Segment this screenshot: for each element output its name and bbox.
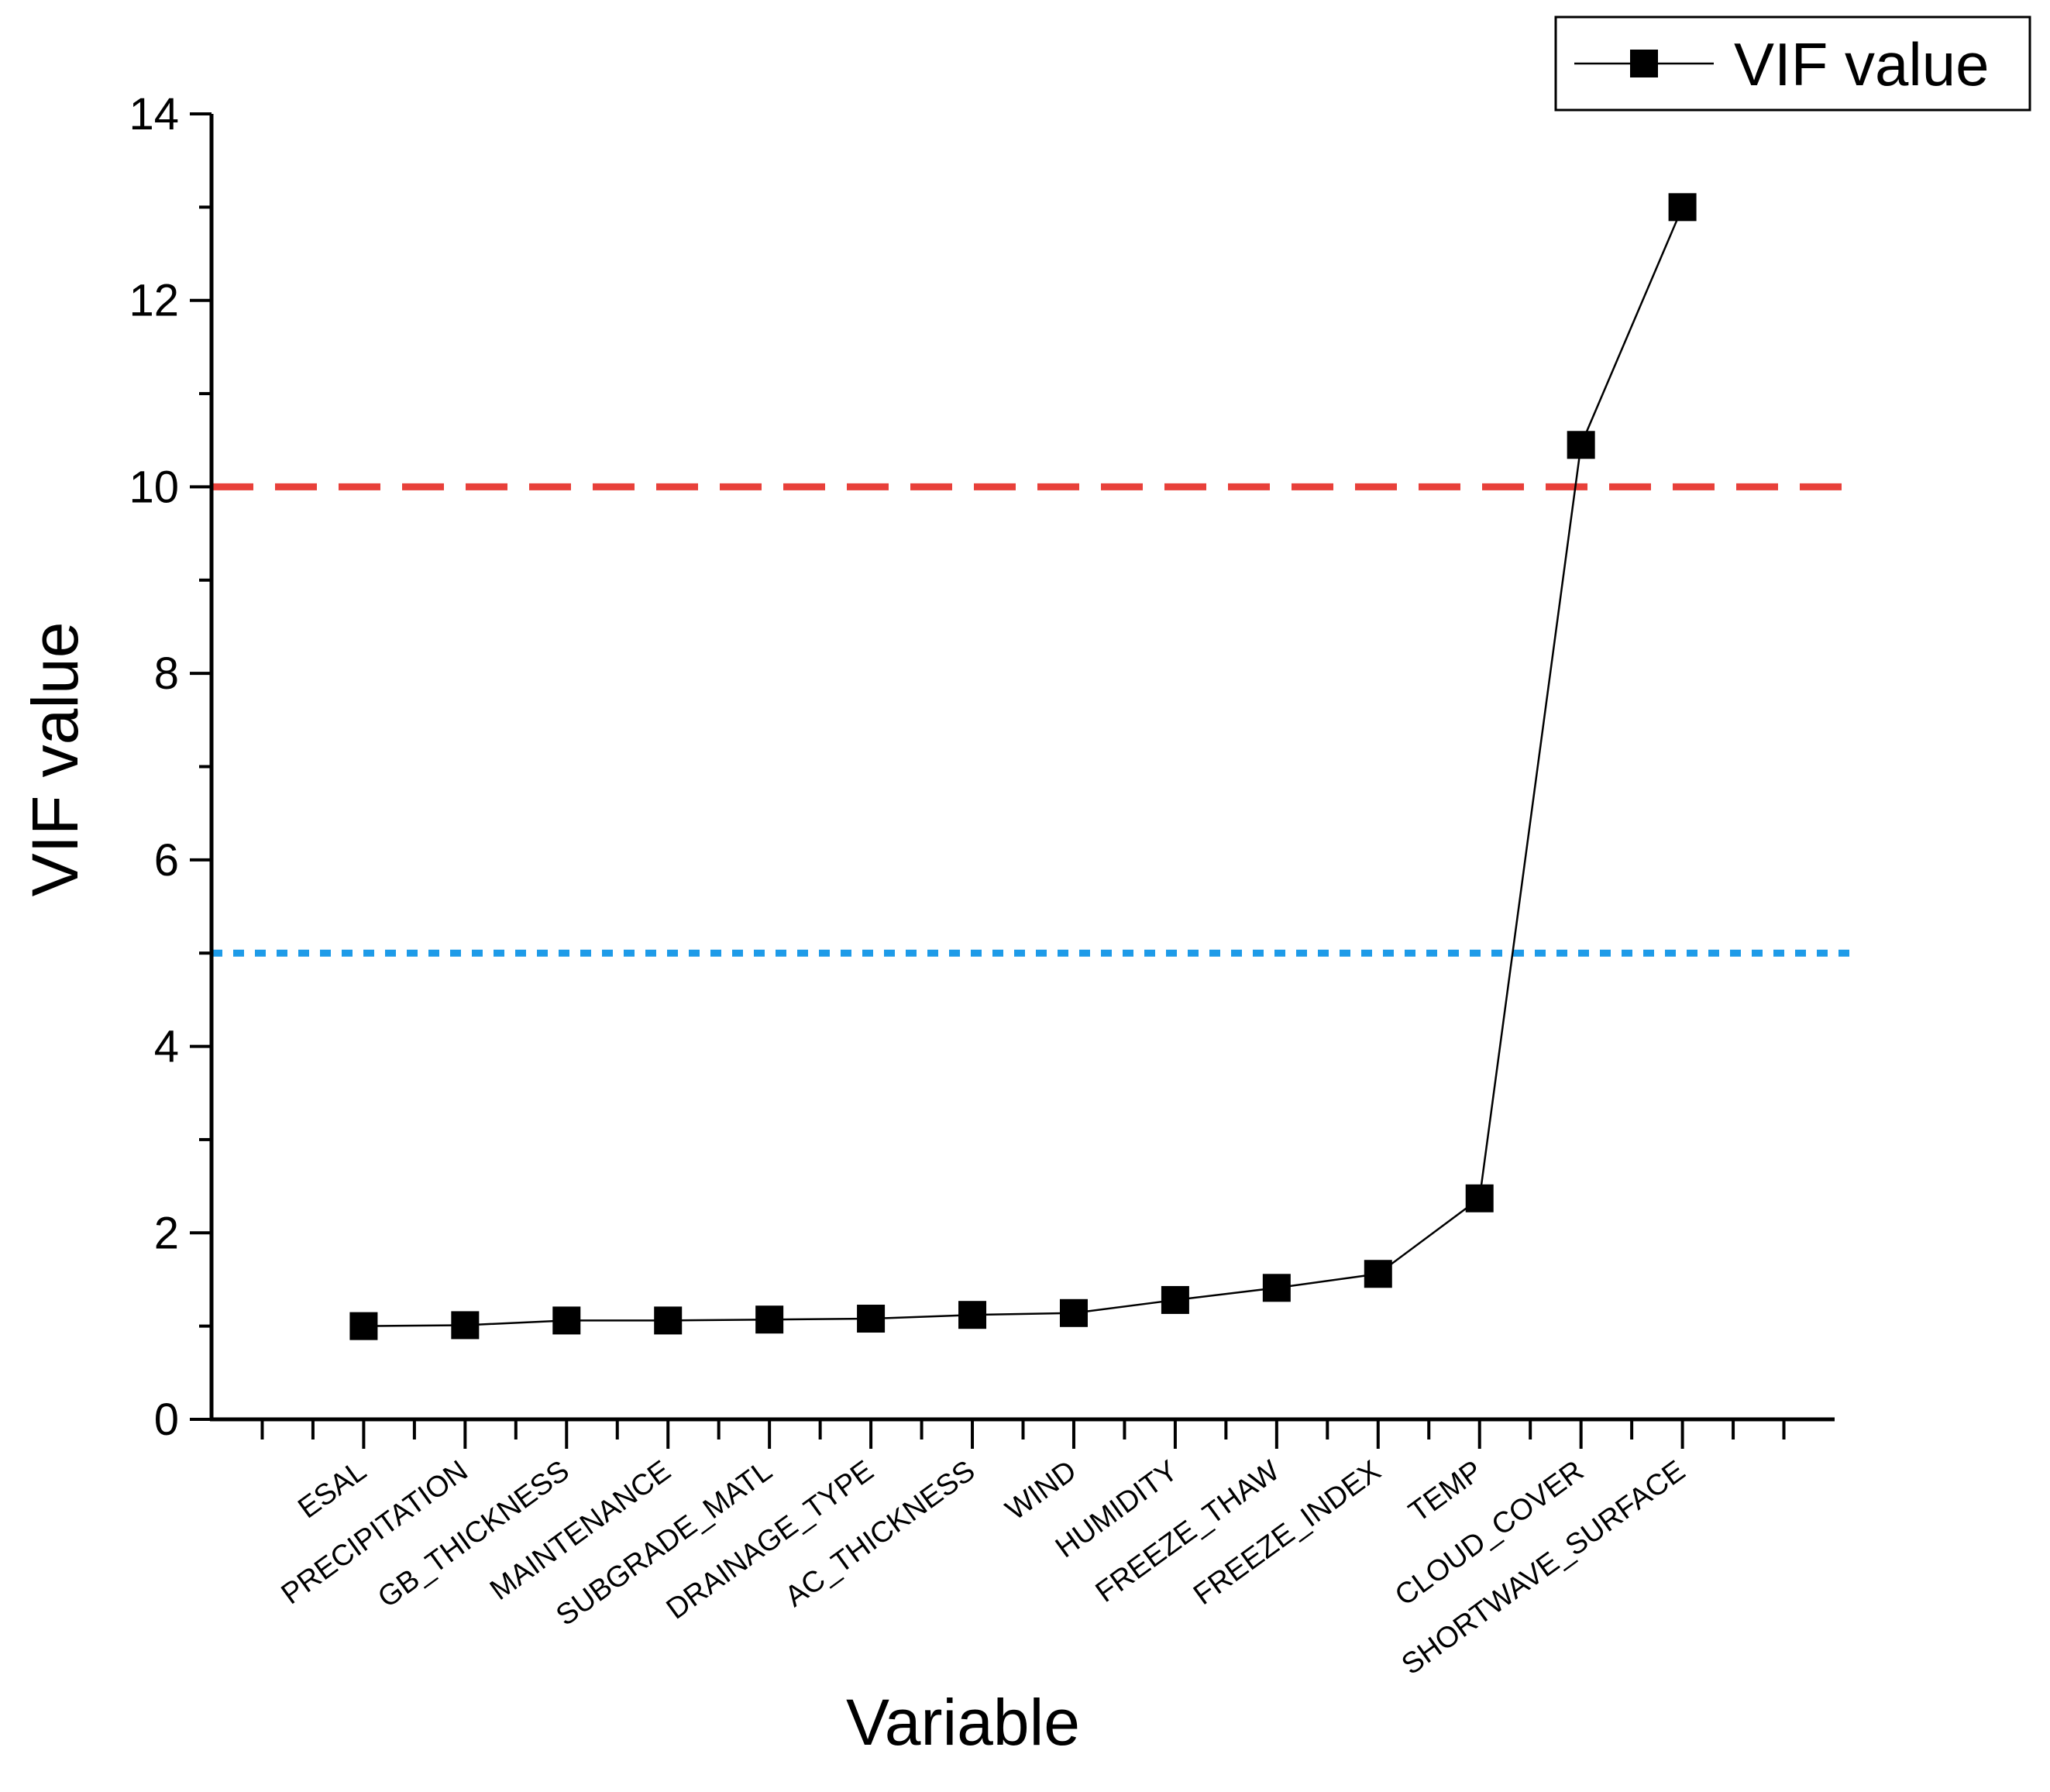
y-tick-label: 0 [154, 1395, 179, 1445]
legend-label: VIF value [1734, 30, 1989, 98]
data-point-temp[interactable] [1465, 1184, 1494, 1212]
y-tick-label: 8 [154, 648, 179, 699]
y-tick-label: 6 [154, 835, 179, 886]
data-point-drainage_type[interactable] [857, 1305, 886, 1333]
data-point-humidity[interactable] [1161, 1285, 1189, 1314]
data-point-cloud_cover[interactable] [1567, 431, 1595, 459]
data-point-shortwave_surface[interactable] [1668, 193, 1697, 222]
reference-lines [212, 483, 1859, 957]
series-line [363, 206, 1684, 1327]
y-axis-title: VIF value [19, 622, 91, 897]
data-point-maintenance[interactable] [654, 1306, 683, 1335]
y-tick-label: 2 [154, 1208, 179, 1258]
x-axis-title: Variable [846, 1686, 1080, 1759]
labels-layer: Variable VIF value ESALPRECIPITATIONGB_T… [19, 622, 1691, 1759]
data-point-freeze_index[interactable] [1364, 1260, 1392, 1288]
legend[interactable]: VIF value [1554, 15, 2031, 112]
x-category-label: FREEZE_INDEX [1188, 1454, 1387, 1611]
axes: 0 2 4 6 8 10 12 14 [129, 89, 1835, 1449]
data-point-wind[interactable] [1059, 1298, 1088, 1327]
data-point-ac_thickness[interactable] [958, 1301, 987, 1329]
data-point-esal[interactable] [349, 1312, 378, 1340]
series-layer [349, 193, 1697, 1340]
data-point-gb_thickness[interactable] [552, 1306, 581, 1335]
legend-marker-icon [1630, 50, 1658, 77]
data-point-precipitation[interactable] [451, 1311, 480, 1340]
y-tick-label: 4 [154, 1022, 179, 1072]
x-category-label: WIND [1000, 1454, 1083, 1527]
y-tick-label: 10 [129, 462, 179, 512]
x-category-label: TEMP [1403, 1454, 1488, 1529]
data-point-subgrade_matl[interactable] [755, 1305, 784, 1334]
x-category-label: GB_THICKNESS [372, 1454, 575, 1615]
y-tick-label: 12 [129, 276, 179, 326]
y-tick-label: 14 [129, 89, 179, 139]
data-point-freeze_thaw[interactable] [1262, 1274, 1291, 1302]
x-category-label: ESAL [292, 1454, 372, 1525]
x-category-label: AC_THICKNESS [779, 1454, 981, 1613]
